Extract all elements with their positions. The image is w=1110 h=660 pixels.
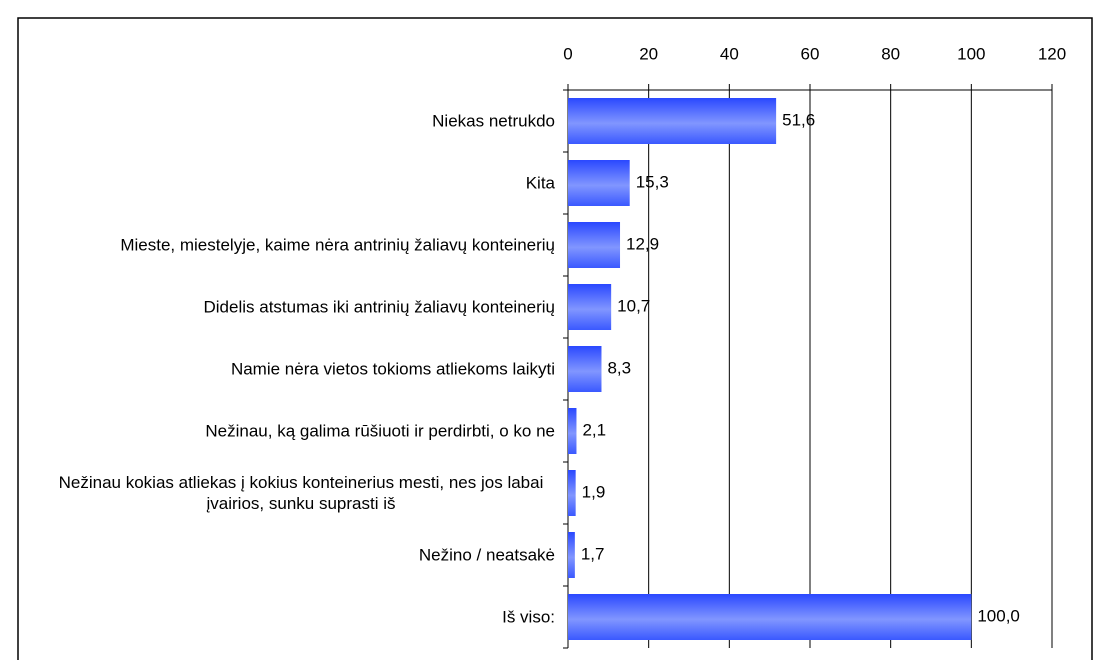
value-label: 8,3 (607, 358, 631, 377)
category-label: Kita (525, 173, 555, 193)
x-tick-label: 0 (563, 44, 572, 63)
bar (568, 346, 602, 392)
bar (568, 470, 576, 516)
x-tick-label: 120 (1038, 44, 1066, 63)
value-label: 15,3 (636, 172, 669, 191)
bar (568, 222, 621, 268)
category-label: Namie nėra vietos tokioms atliekoms laik… (230, 359, 555, 379)
category-label: Nežino / neatsakė (418, 545, 555, 565)
x-tick-label: 60 (801, 44, 820, 63)
category-label: Didelis atstumas iki antrinių žaliavų ko… (203, 297, 556, 317)
x-tick-label: 20 (639, 44, 658, 63)
x-tick-label: 40 (720, 44, 739, 63)
x-tick-label: 100 (957, 44, 985, 63)
value-label: 51,6 (782, 110, 815, 129)
category-label: Niekas netrukdo (432, 111, 555, 131)
bar (568, 408, 577, 454)
x-tick-label: 80 (881, 44, 900, 63)
bar (568, 98, 777, 144)
value-label: 100,0 (977, 606, 1020, 625)
value-label: 10,7 (617, 296, 650, 315)
bar (568, 532, 575, 578)
value-label: 1,7 (581, 544, 605, 563)
value-label: 1,9 (582, 482, 606, 501)
chart-border (17, 17, 1093, 660)
value-label: 2,1 (582, 420, 606, 439)
bar (568, 594, 972, 640)
category-label: Nežinau kokias atliekas į kokius kontein… (58, 473, 544, 513)
value-label: 12,9 (626, 234, 659, 253)
bar (568, 160, 630, 206)
category-label: Mieste, miestelyje, kaime nėra antrinių … (120, 235, 555, 255)
category-label: Iš viso: (502, 607, 555, 627)
bar (568, 284, 612, 330)
category-label: Nežinau, ką galima rūšiuoti ir perdirbti… (205, 421, 555, 441)
